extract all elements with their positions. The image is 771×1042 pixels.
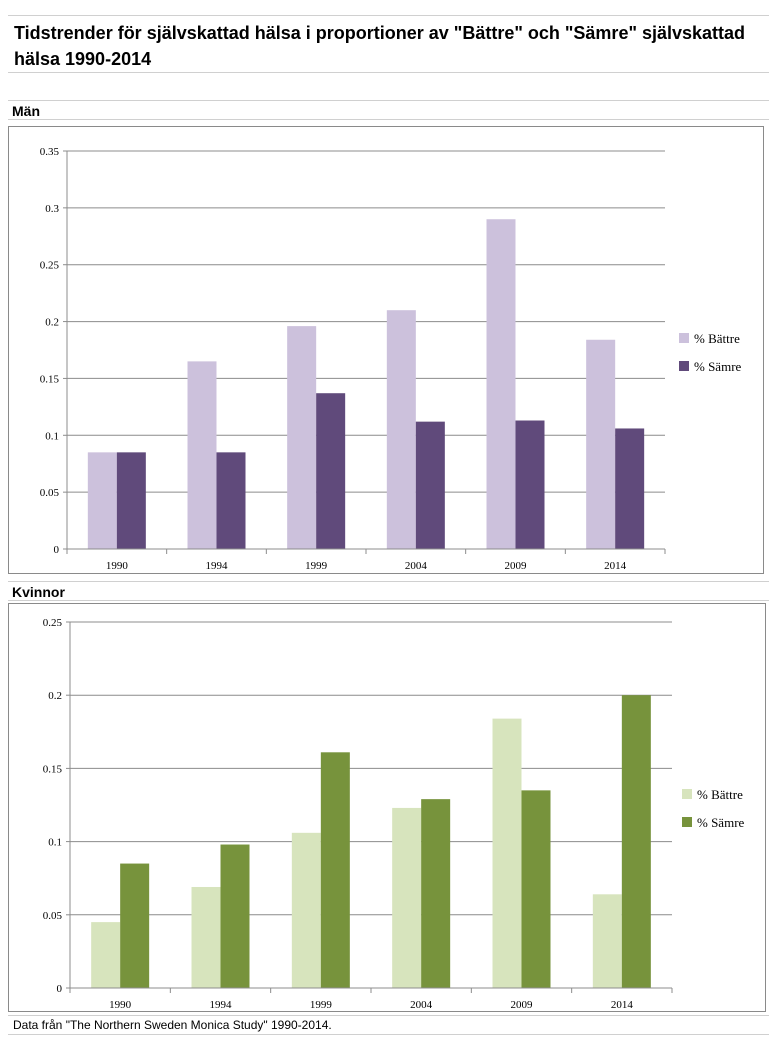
bar [320, 752, 350, 988]
legend-label: % Bättre [697, 787, 743, 802]
bar [392, 807, 422, 988]
legend-swatch [682, 789, 692, 799]
y-tick-label: 0.1 [45, 430, 59, 442]
bar [421, 799, 451, 988]
y-tick-label: 0.35 [40, 146, 60, 158]
y-tick-label: 0.05 [40, 487, 60, 499]
bar [116, 452, 146, 549]
bar [521, 790, 551, 988]
chart-men: 0 0.05 0.1 0.15 0.2 0.25 0.3 0.35 1990 1994 1999 20… [40, 146, 742, 572]
bar [291, 832, 321, 988]
chart-men-frame: 0 0.05 0.1 0.15 0.2 0.25 0.3 0.35 1990 1994 1999 20… [8, 126, 764, 574]
x-tick-label: 1990 [106, 560, 129, 572]
y-tick-label: 0.2 [48, 690, 62, 702]
x-tick-label: 1999 [305, 560, 328, 572]
bar [216, 452, 246, 549]
bar [586, 339, 616, 549]
y-tick-label: 0.15 [40, 373, 60, 385]
bar [415, 421, 445, 549]
y-tick-label: 0.25 [40, 260, 60, 272]
chart-women: 0 0.05 0.1 0.15 0.2 0.25 1990 1994 1999 2004 2009 2… [43, 617, 745, 1011]
bar [91, 922, 121, 988]
bar [592, 894, 622, 988]
legend-swatch [682, 817, 692, 827]
bar [120, 863, 150, 988]
legend-label: % Bättre [694, 331, 740, 346]
bar [220, 844, 250, 988]
x-tick-label: 2014 [611, 999, 634, 1011]
x-tick-label: 2004 [405, 560, 428, 572]
legend-swatch [679, 361, 689, 371]
legend-label: % Sämre [694, 359, 742, 374]
chart-women-frame: 0 0.05 0.1 0.15 0.2 0.25 1990 1994 1999 2004 2009 2… [8, 603, 766, 1012]
bar [486, 219, 516, 549]
y-tick-label: 0 [54, 544, 60, 556]
bar [492, 718, 522, 988]
section-label-women: Kvinnor [8, 581, 769, 601]
x-tick-label: 2009 [505, 560, 528, 572]
page-title: Tidstrender för självskattad hälsa i pro… [14, 23, 746, 69]
legend-swatch [679, 333, 689, 343]
y-tick-label: 0.05 [43, 910, 63, 922]
y-tick-label: 0.2 [45, 317, 59, 329]
y-tick-label: 0 [57, 983, 63, 995]
x-tick-label: 2009 [511, 999, 534, 1011]
bar [515, 420, 545, 549]
title-box: Tidstrender för självskattad hälsa i pro… [8, 15, 769, 73]
x-tick-label: 1990 [109, 999, 132, 1011]
y-tick-label: 0.25 [43, 617, 63, 629]
bar [191, 886, 221, 988]
bar [287, 326, 317, 549]
x-tick-label: 1994 [206, 560, 229, 572]
y-tick-label: 0.1 [48, 837, 62, 849]
bar [386, 310, 416, 549]
y-tick-label: 0.3 [45, 203, 59, 215]
section-label-men: Män [8, 100, 769, 120]
bar [621, 695, 651, 988]
footer-source: Data från "The Northern Sweden Monica St… [8, 1015, 769, 1035]
bar [615, 428, 645, 549]
x-tick-label: 1994 [210, 999, 233, 1011]
x-tick-label: 1999 [310, 999, 333, 1011]
x-tick-label: 2014 [604, 560, 627, 572]
y-tick-label: 0.15 [43, 763, 63, 775]
legend-label: % Sämre [697, 815, 745, 830]
x-tick-label: 2004 [410, 999, 433, 1011]
bar [316, 393, 346, 549]
bar [187, 361, 217, 549]
bar [87, 452, 117, 549]
